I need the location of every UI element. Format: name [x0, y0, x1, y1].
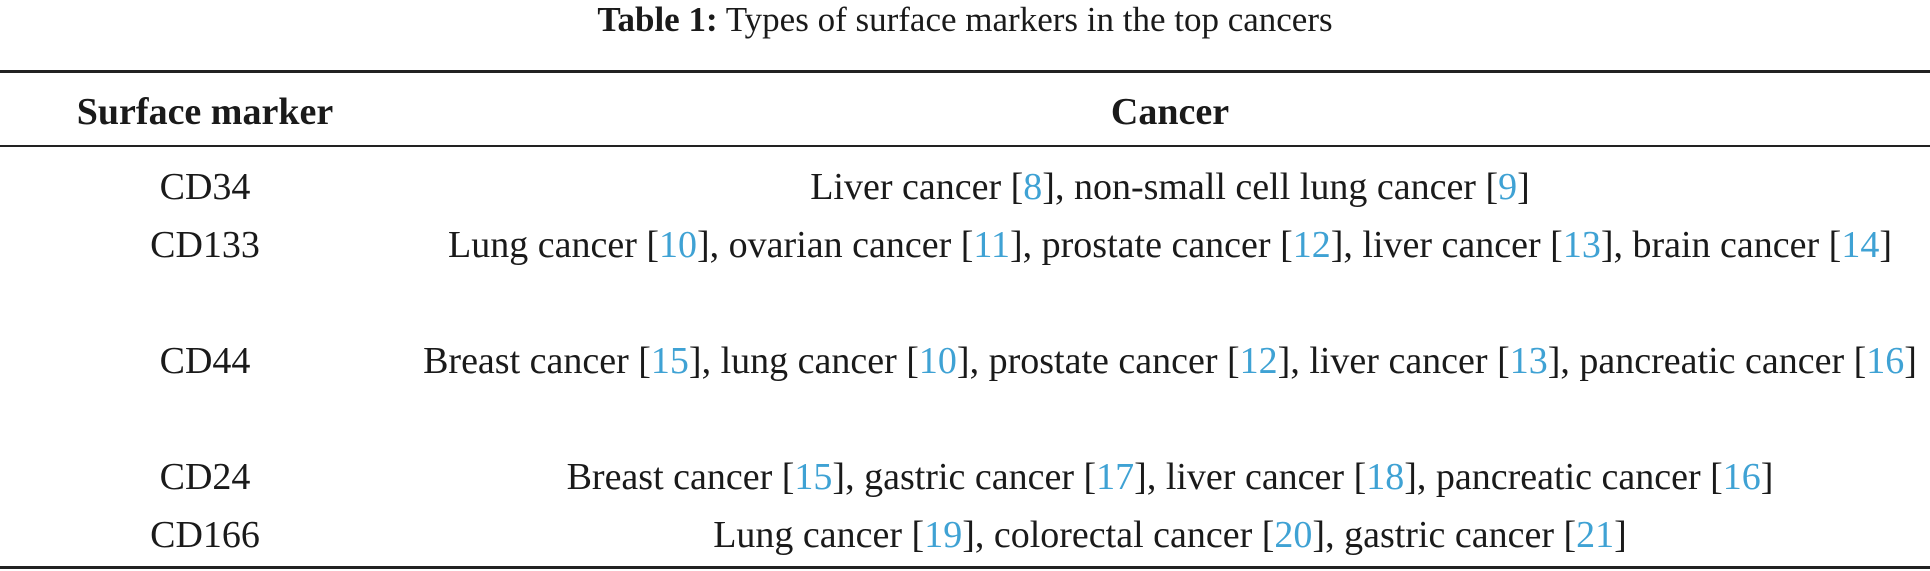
cancer-cell: Liver cancer [8], non-small cell lung ca…	[810, 166, 1530, 208]
citation-link[interactable]: 13	[1509, 340, 1548, 382]
cancer-name: liver cancer	[1362, 224, 1541, 266]
cancer-name: gastric cancer	[1344, 514, 1554, 556]
cancer-name: Lung cancer	[448, 224, 637, 266]
surface-marker-cell: CD24	[159, 456, 251, 498]
citation-link[interactable]: 14	[1841, 224, 1880, 266]
cancer-name: liver cancer	[1165, 456, 1345, 498]
citation-link[interactable]: 12	[1239, 340, 1278, 382]
cancer-name: Liver cancer	[810, 166, 1002, 208]
cancer-name: prostate cancer	[1041, 224, 1271, 266]
citation-link[interactable]: 15	[650, 340, 689, 382]
citation-link[interactable]: 18	[1366, 456, 1405, 498]
cancer-name: brain cancer	[1632, 224, 1820, 266]
cancer-name: Lung cancer	[713, 514, 903, 556]
top-rule	[0, 70, 1930, 73]
citation-link[interactable]: 16	[1722, 456, 1761, 498]
column-header-cancer: Cancer	[1110, 91, 1230, 133]
surface-marker-cell: CD34	[159, 166, 251, 208]
citation-link[interactable]: 10	[659, 224, 698, 266]
cancer-cell: Breast cancer [15], gastric cancer [17],…	[566, 456, 1774, 498]
cancer-cell: Breast cancer [15], lung cancer [10], pr…	[423, 340, 1917, 382]
cancer-name: lung cancer	[720, 340, 897, 382]
citation-link[interactable]: 16	[1866, 340, 1905, 382]
header-rule	[0, 145, 1930, 147]
cancer-name: Breast cancer	[423, 340, 629, 382]
cancer-name: gastric cancer	[864, 456, 1074, 498]
cancer-name: pancreatic cancer	[1579, 340, 1845, 382]
cancer-name: pancreatic cancer	[1435, 456, 1701, 498]
column-header-surface-marker: Surface marker	[76, 91, 334, 133]
citation-link[interactable]: 15	[794, 456, 833, 498]
citation-link[interactable]: 12	[1292, 224, 1331, 266]
cancer-name: prostate cancer	[988, 340, 1218, 382]
citation-link[interactable]: 11	[973, 224, 1010, 266]
cancer-name: Breast cancer	[566, 456, 773, 498]
surface-marker-cell: CD133	[150, 224, 260, 266]
cancer-name: liver cancer	[1309, 340, 1488, 382]
cancer-name: colorectal cancer	[993, 514, 1253, 556]
surface-marker-cell: CD44	[159, 340, 251, 382]
caption-label: Table 1:	[597, 0, 718, 39]
citation-link[interactable]: 17	[1096, 456, 1135, 498]
citation-link[interactable]: 9	[1498, 166, 1518, 208]
cancer-name: ovarian cancer	[728, 224, 952, 266]
cancer-name: non-small cell lung cancer	[1073, 166, 1476, 208]
citation-link[interactable]: 19	[924, 514, 963, 556]
citation-link[interactable]: 21	[1576, 514, 1615, 556]
citation-link[interactable]: 10	[918, 340, 957, 382]
citation-link[interactable]: 13	[1562, 224, 1601, 266]
citation-link[interactable]: 20	[1274, 514, 1313, 556]
caption-text: Types of surface markers in the top canc…	[717, 0, 1333, 39]
cancer-cell: Lung cancer [19], colorectal cancer [20]…	[713, 514, 1627, 556]
surface-marker-cell: CD166	[150, 514, 260, 556]
citation-link[interactable]: 8	[1023, 166, 1043, 208]
bottom-rule	[0, 566, 1930, 569]
table-caption: Table 1: Types of surface markers in the…	[0, 0, 1930, 40]
cancer-cell: Lung cancer [10], ovarian cancer [11], p…	[448, 224, 1892, 266]
